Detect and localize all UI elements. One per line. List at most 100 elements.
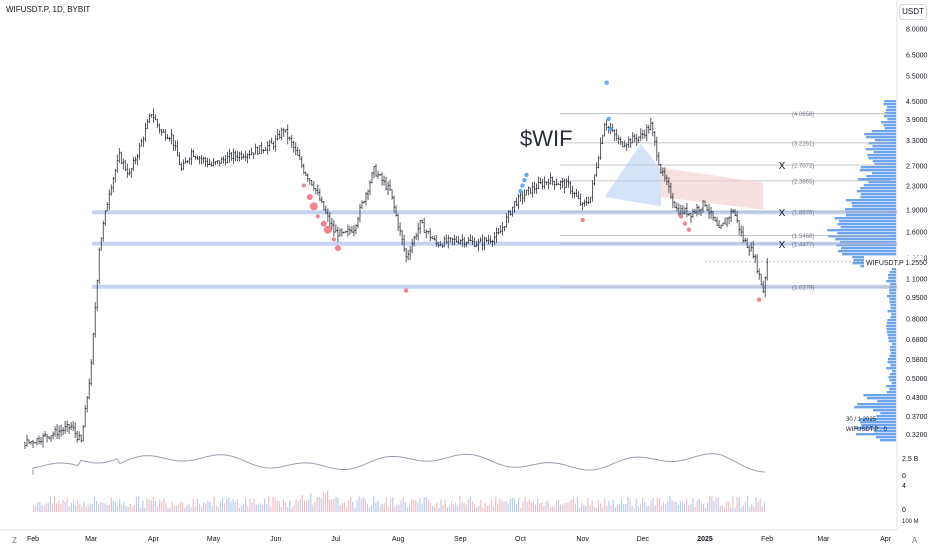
volume-bar (555, 500, 558, 512)
support-zone (92, 210, 897, 215)
volume-bar (516, 504, 518, 512)
volume-bar (224, 503, 226, 512)
currency-button[interactable]: USDT (899, 4, 927, 20)
profile-bar (827, 229, 896, 232)
volume-bar (385, 496, 387, 512)
volume-bar (474, 504, 476, 512)
y-tick-label: 3.9000 (906, 117, 928, 124)
volume-bar (276, 500, 278, 512)
volume-bar (387, 506, 390, 512)
profile-bar (887, 274, 896, 277)
volume-bar (56, 503, 58, 512)
auto-scale-toggle[interactable]: A (912, 536, 918, 545)
profile-bar (891, 268, 896, 271)
volume-bar (589, 505, 591, 512)
profile-bar (857, 178, 896, 181)
volume-bar (411, 499, 413, 512)
profile-bar (841, 247, 896, 250)
volume-bar (696, 501, 698, 512)
profile-bar (863, 184, 896, 187)
volume-bar (324, 493, 327, 512)
volume-bar (652, 497, 654, 512)
volume-bar (39, 501, 41, 512)
volume-bar (595, 507, 597, 512)
volume-bar (306, 500, 308, 512)
volume-bar (486, 505, 488, 512)
volume-bar (524, 496, 526, 512)
volume-bar (732, 496, 734, 512)
volume-bar (175, 506, 177, 512)
profile-bar (866, 136, 896, 139)
profile-bar (828, 235, 896, 238)
x-tick-label: Oct (515, 536, 526, 543)
profile-bar (887, 319, 896, 322)
volume-bar (190, 507, 192, 512)
profile-bar (856, 190, 896, 193)
sell-signal-dot (403, 288, 409, 293)
buy-signal-dot (524, 172, 529, 178)
volume-bar (333, 498, 335, 512)
timezone-toggle[interactable]: Z (12, 536, 17, 545)
volume-bar (343, 502, 345, 512)
volume-bar (253, 498, 255, 512)
volume-bar (301, 495, 303, 512)
wif-annotation: $WIF (520, 126, 573, 151)
profile-bar (861, 424, 896, 427)
volume-bar (461, 501, 463, 512)
volume-bar (240, 505, 243, 512)
volume-bar (91, 504, 93, 512)
volume-bar (581, 503, 583, 512)
volume-bar (574, 503, 576, 512)
volume-bar (448, 506, 450, 512)
y-tick-label: 1.6000 (906, 229, 928, 236)
volume-bar (234, 501, 236, 512)
volume-bar (89, 503, 91, 512)
volume-bar (511, 498, 513, 512)
osc-axis-label: 0 (902, 473, 906, 480)
profile-bar (873, 151, 896, 154)
volume-bar (614, 507, 616, 512)
volume-bar (457, 507, 459, 512)
profile-bar (837, 232, 896, 235)
volume-bar (505, 500, 507, 512)
profile-bar (875, 436, 896, 439)
volume-bar (612, 499, 614, 512)
volume-bar (257, 503, 259, 512)
volume-bar (188, 503, 190, 512)
volume-bar (167, 507, 169, 512)
profile-legend: 30 / 1 2025 (846, 417, 877, 423)
volume-bar (198, 504, 201, 512)
profile-bar (834, 217, 896, 220)
volume-bar (364, 498, 366, 512)
profile-bar (871, 172, 896, 175)
cross-marker: X (779, 240, 786, 251)
volume-bar (314, 502, 316, 512)
volume-bar (375, 503, 377, 512)
volume-bar (665, 504, 667, 512)
profile-bar (888, 376, 896, 379)
volume-bar (604, 498, 606, 512)
profile-bar (886, 367, 896, 370)
x-tick-label: Nov (576, 536, 589, 543)
volume-bars (33, 490, 765, 512)
volume-bar (755, 497, 757, 512)
volume-bar (442, 505, 444, 512)
volume-bar (352, 501, 354, 512)
volume-bar (285, 502, 287, 512)
profile-bar (868, 181, 896, 184)
volume-bar (509, 498, 511, 512)
volume-bar (501, 501, 503, 512)
volume-bar (35, 505, 37, 512)
profile-bar (884, 112, 896, 115)
profile-bar (887, 361, 896, 364)
volume-bar (646, 506, 648, 512)
volume-bar (547, 500, 549, 512)
volume-bar (658, 498, 660, 512)
volume-bar (633, 507, 635, 512)
y-tick-label: 5.5000 (906, 74, 928, 81)
sell-signal-dot (306, 193, 313, 200)
volume-bar (684, 503, 686, 512)
profile-bar (872, 145, 896, 148)
volume-bar (127, 506, 129, 512)
